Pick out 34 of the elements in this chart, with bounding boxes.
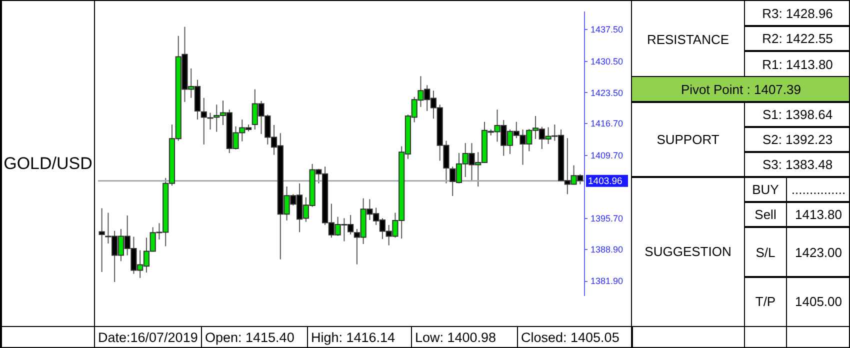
- y-tick-label: 1388.90: [590, 244, 624, 254]
- text: BUY: [744, 176, 787, 203]
- text: Date:16/07/2019: [94, 326, 202, 348]
- text: RESISTANCE: [631, 0, 745, 78]
- text: Sell: [744, 201, 787, 228]
- text: 1423.00: [786, 226, 850, 278]
- text: R3: 1428.96: [744, 0, 850, 27]
- text: 1405.00: [786, 276, 850, 327]
- y-tick-label: 1395.70: [590, 214, 624, 224]
- ref-line-label: 1403.96: [588, 176, 622, 187]
- text: Low: 1400.98: [411, 326, 518, 348]
- text: S1: 1398.64: [744, 101, 850, 128]
- text: GOLD/USD: [1, 0, 95, 327]
- text: S/L: [744, 226, 787, 278]
- text: R2: 1422.55: [744, 25, 850, 52]
- text: SUGGESTION: [631, 176, 745, 327]
- text: R1: 1413.80: [744, 50, 850, 78]
- y-tick-label: 1437.50: [590, 24, 624, 35]
- text: Closed: 1405.05: [517, 326, 633, 348]
- text: S3: 1383.48: [744, 151, 850, 178]
- text: Open: 1415.40: [201, 326, 308, 348]
- y-tick-label: 1409.70: [590, 150, 624, 160]
- text: T/P: [744, 276, 787, 327]
- y-tick-label: 1430.50: [590, 56, 624, 66]
- text: ...............: [786, 176, 850, 203]
- candlestick: [98, 208, 105, 273]
- text: Pivot Point : 1407.39: [631, 76, 850, 103]
- text: High: 1416.14: [307, 326, 412, 348]
- y-tick-label: 1423.50: [590, 88, 624, 98]
- text: SUPPORT: [631, 101, 745, 178]
- y-tick-label: 1416.70: [590, 118, 624, 129]
- text: S2: 1392.23: [744, 126, 850, 153]
- text: 1413.80: [786, 201, 850, 228]
- y-tick-label: 1381.90: [590, 276, 624, 286]
